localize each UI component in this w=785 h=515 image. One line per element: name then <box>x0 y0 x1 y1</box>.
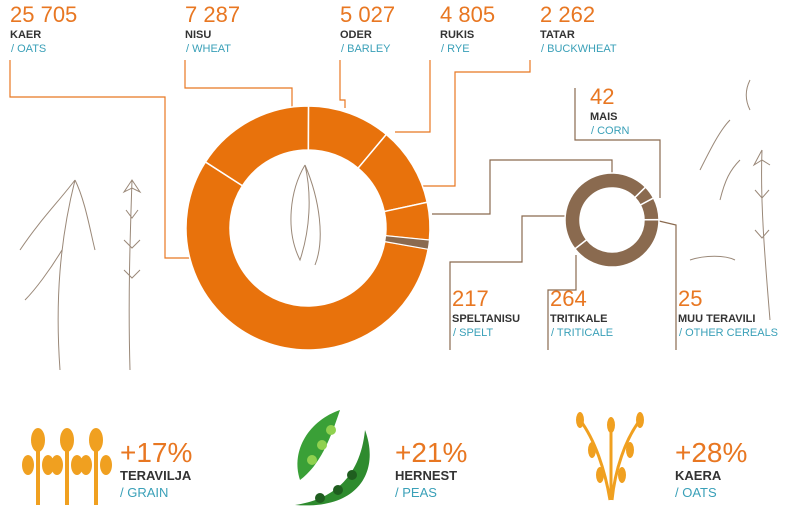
stat-name-en: / OATS <box>675 485 717 500</box>
leader-line <box>184 60 293 108</box>
category-label: MAIS <box>590 111 618 123</box>
category-label-en: / TRITICALE <box>551 327 613 339</box>
stat-name: HERNEST <box>395 468 457 483</box>
leader-line <box>339 60 346 108</box>
category-label: ODER <box>340 29 372 41</box>
stat-name-en: / GRAIN <box>120 485 168 500</box>
leader-line <box>449 215 566 350</box>
donut-slice-other <box>384 235 430 250</box>
category-label-en: / SPELT <box>453 327 493 339</box>
stat-value: +21% <box>395 437 467 468</box>
category-label: KAER <box>10 29 41 41</box>
value-label: 5 027 <box>340 2 395 27</box>
stat-name: KAERA <box>675 468 722 483</box>
leader-line <box>658 220 677 350</box>
category-label: SPELTANISU <box>452 313 520 325</box>
category-label: MUU TERAVILI <box>678 313 755 325</box>
category-label: TATAR <box>540 29 575 41</box>
value-label: 7 287 <box>185 2 240 27</box>
category-label: RUKIS <box>440 29 474 41</box>
donut-slice <box>573 218 660 268</box>
grain-icon <box>22 428 112 505</box>
stat-value: +17% <box>120 437 192 468</box>
category-label-en: / OATS <box>11 43 46 55</box>
category-label-en: / OTHER CEREALS <box>679 327 778 339</box>
stat-value: +28% <box>675 437 747 468</box>
leader-line <box>395 60 431 133</box>
category-label-en: / CORN <box>591 125 630 137</box>
value-label: 25 705 <box>10 2 77 27</box>
oats-icon <box>576 412 644 501</box>
category-label: TRITIKALE <box>550 313 607 325</box>
donut-slice <box>564 172 647 250</box>
category-label-en: / BARLEY <box>341 43 391 55</box>
value-label: 217 <box>452 286 489 311</box>
stat-name: TERAVILJA <box>120 468 192 483</box>
value-label: 25 <box>678 286 702 311</box>
leader-line <box>9 60 192 259</box>
grain-sketch <box>19 79 771 371</box>
leader-line <box>574 88 661 198</box>
leader-line <box>432 159 613 215</box>
peas-icon <box>295 410 370 506</box>
category-label-en: / BUCKWHEAT <box>541 43 617 55</box>
stat-name-en: / PEAS <box>395 485 437 500</box>
donut-slice <box>633 186 655 206</box>
value-label: 4 805 <box>440 2 495 27</box>
category-label: NISU <box>185 29 211 41</box>
leader-line <box>547 255 577 350</box>
leader-line <box>415 60 531 187</box>
value-label: 2 262 <box>540 2 595 27</box>
category-label-en: / RYE <box>441 43 470 55</box>
category-label-en: / WHEAT <box>186 43 231 55</box>
value-label: 264 <box>550 286 587 311</box>
donut-slice <box>185 160 430 351</box>
value-label: 42 <box>590 84 614 109</box>
